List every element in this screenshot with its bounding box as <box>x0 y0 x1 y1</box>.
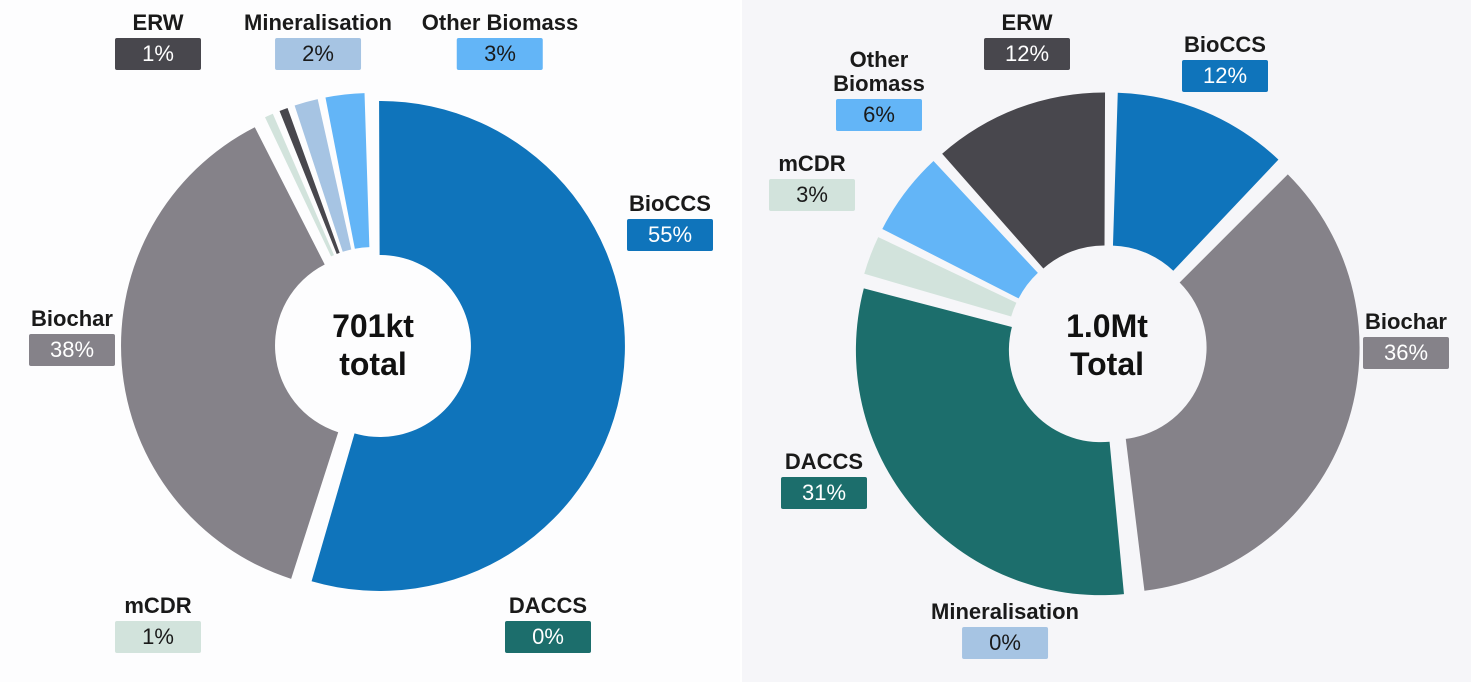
label-other-biomass: Other Biomass 3% <box>421 10 579 70</box>
slice-biochar <box>1125 174 1360 591</box>
slice-percentage: 31% <box>781 477 867 509</box>
label-mineralisation: Mineralisation 0% <box>931 600 1079 659</box>
slice-name: Mineralisation <box>244 10 392 35</box>
label-daccs: DACCS 0% <box>505 594 591 653</box>
slice-name: Other Biomass <box>421 10 579 35</box>
slice-name: DACCS <box>784 449 864 474</box>
slice-percentage: 1% <box>115 621 201 653</box>
slice-percentage: 0% <box>505 621 591 653</box>
slice-name: ERW <box>132 10 184 35</box>
slice-percentage: 3% <box>769 179 855 211</box>
slice-bioccs <box>311 100 625 591</box>
slice-erw <box>279 107 340 254</box>
slice-name: ERW <box>1001 10 1053 35</box>
chart-panel-701kt: 701kt total BioCCS 55% DACCS 0% Biochar 38% mC… <box>29 10 713 653</box>
slice-percentage: 12% <box>1182 60 1268 92</box>
slice-percentage: 3% <box>457 38 543 70</box>
label-bioccs: BioCCS 55% <box>627 192 713 251</box>
slice-percentage: 12% <box>984 38 1070 70</box>
slice-percentage: 1% <box>115 38 201 70</box>
slice-name: mCDR <box>124 593 192 618</box>
label-bioccs: BioCCS 12% <box>1182 33 1268 92</box>
slice-name: BioCCS <box>629 191 711 216</box>
slice-other-biomass <box>882 161 1038 299</box>
label-biochar: Biochar 38% <box>29 307 115 366</box>
label-mcdr: mCDR 3% <box>769 152 855 211</box>
chart-center-total: 701kt total <box>332 307 414 383</box>
slice-mcdr <box>864 237 1017 317</box>
slice-erw <box>942 92 1106 269</box>
slice-name: Other Biomass <box>833 47 925 96</box>
label-mcdr: mCDR 1% <box>115 594 201 653</box>
slice-percentage: 55% <box>627 219 713 251</box>
slice-name: mCDR <box>778 151 846 176</box>
label-mineralisation: Mineralisation 2% <box>244 11 392 70</box>
slice-biochar <box>121 127 339 579</box>
slice-name: Biochar <box>1365 309 1447 334</box>
slice-percentage: 6% <box>836 99 922 131</box>
label-other-biomass: Other Biomass 6% <box>819 48 939 131</box>
slice-mineralisation <box>294 99 352 252</box>
center-caption: total <box>339 346 407 382</box>
slice-daccs <box>855 288 1124 596</box>
slice-mcdr <box>265 113 334 257</box>
donut-chart-701kt <box>121 93 625 591</box>
center-value: 1.0Mt <box>1066 308 1148 344</box>
slice-name: BioCCS <box>1184 32 1266 57</box>
label-erw: ERW 1% <box>115 11 201 70</box>
label-biochar: Biochar 36% <box>1363 310 1449 369</box>
slice-other-biomass <box>325 93 370 249</box>
chart-panel-1mt: 1.0Mt Total BioCCS 12% Biochar 36% Mineralis… <box>742 0 1471 682</box>
center-value: 701kt <box>332 308 414 344</box>
slice-bioccs <box>1112 92 1279 271</box>
slice-percentage: 0% <box>961 627 1048 659</box>
slice-name: DACCS <box>508 593 588 618</box>
slice-percentage: 38% <box>29 334 115 366</box>
slice-name: Biochar <box>31 306 113 331</box>
donut-chart-1mt <box>855 92 1360 596</box>
slice-percentage: 36% <box>1363 337 1449 369</box>
center-caption: Total <box>1069 346 1145 382</box>
slice-name: Mineralisation <box>931 599 1079 624</box>
label-daccs: DACCS 31% <box>781 450 867 509</box>
label-erw: ERW 12% <box>984 11 1070 70</box>
chart-center-total: 1.0Mt Total <box>1066 307 1148 383</box>
slice-percentage: 2% <box>274 38 361 70</box>
